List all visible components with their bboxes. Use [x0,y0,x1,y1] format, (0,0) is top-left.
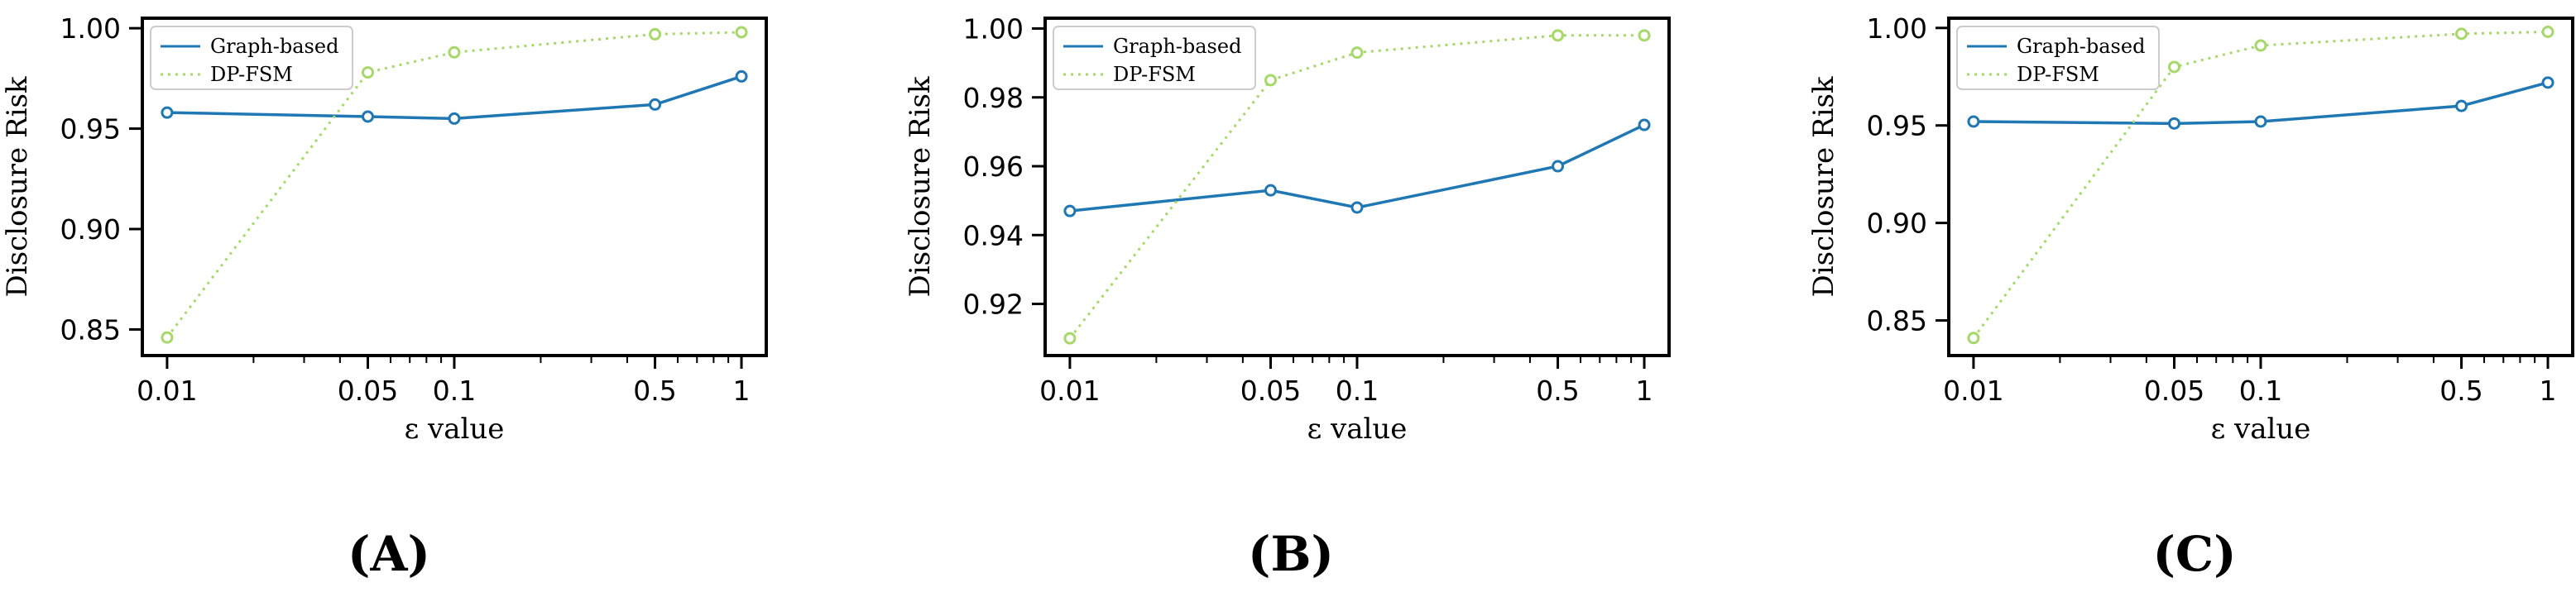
y-axis-title: Disclosure Risk [1807,76,1840,297]
data-point [1063,332,1077,345]
y-tick-label: 0.85 [1867,305,1927,337]
x-tick-label: 0.1 [433,375,476,407]
x-tick-label: 1 [2540,375,2557,407]
legend: Graph-based DP-FSM [150,26,353,90]
x-tick-label: 0.01 [1039,375,1100,407]
data-point [1264,184,1277,197]
data-point [2455,27,2468,41]
data-point [1638,29,1651,42]
chart-panel-3: 0.01 0.05 0.1 0.5 1 0.85 0.90 0.95 1.00 Graph-bas… [1807,12,2574,582]
data-point [448,112,461,125]
panel-label: (A) [348,526,430,582]
y-tick-label: 1.00 [60,12,121,45]
x-axis-title: ε value [405,413,505,446]
chart-panel-2: 0.01 0.05 0.1 0.5 1 0.92 0.94 0.96 0.98 1.00 Graph… [904,12,1671,582]
y-axis-title: Disclosure Risk [1,76,34,297]
data-point [1350,46,1364,60]
chart-panel-1: 0.01 0.05 0.1 0.5 1 0.85 0.90 0.95 1.00 Graph-bas… [1,12,768,582]
data-point [448,45,461,59]
data-point [361,110,374,123]
y-tick-label: 0.95 [60,113,121,146]
x-axis-title: ε value [2211,413,2311,446]
legend-box [1053,26,1256,90]
legend-label: Graph-based [210,35,338,58]
data-point [2254,39,2267,52]
legend-box [150,26,353,90]
data-point [1552,160,1565,173]
x-tick-label: 0.5 [1536,375,1579,407]
legend: Graph-based DP-FSM [1956,26,2160,90]
x-tick-label: 0.05 [338,375,398,407]
data-point [649,98,662,111]
x-axis-title: ε value [1307,413,1408,446]
x-tick-label: 0.1 [2239,375,2282,407]
data-point [2167,60,2180,74]
data-point [1967,115,1980,128]
panel-label: (B) [1248,526,1334,582]
y-tick-label: 0.90 [60,213,121,246]
data-point [649,27,662,41]
data-point [2254,115,2267,128]
x-tick-label: 0.01 [137,375,197,407]
x-tick-label: 0.1 [1336,375,1379,407]
data-point [2541,26,2554,39]
data-point [1638,118,1651,131]
data-point [2541,76,2554,89]
y-axis-title: Disclosure Risk [904,76,937,297]
y-tick-label: 0.85 [60,313,121,346]
x-tick-label: 0.5 [633,375,676,407]
x-tick-label: 0.05 [1240,375,1301,407]
y-tick-label: 1.00 [963,12,1024,45]
legend-label: DP-FSM [1113,63,1196,86]
x-tick-label: 1 [733,375,751,407]
data-point [1350,201,1364,214]
y-tick-label: 0.95 [1867,110,1927,142]
data-point [161,106,174,119]
data-point [735,69,748,83]
plot-frame [1043,17,1671,357]
data-point [1967,332,1980,345]
legend-label: Graph-based [2017,35,2145,58]
legend-label: DP-FSM [2017,63,2099,86]
y-tick-label: 0.98 [963,82,1024,114]
x-tick-label: 0.5 [2439,375,2482,407]
legend-label: Graph-based [1113,35,1241,58]
data-point [161,331,174,344]
x-tick-label: 0.01 [1943,375,2003,407]
y-tick-label: 0.94 [963,219,1024,251]
legend-box [1956,26,2160,90]
y-tick-label: 0.92 [963,289,1024,321]
y-tick-label: 1.00 [1867,12,1927,45]
plot-frame [1947,17,2574,357]
x-tick-label: 1 [1636,375,1653,407]
data-point [1063,204,1077,217]
plot-frame [141,17,768,357]
data-point [1264,74,1277,87]
x-tick-label: 0.05 [2144,375,2204,407]
panel-label: (C) [2152,526,2236,582]
data-point [2167,117,2180,130]
data-point [1552,29,1565,42]
data-point [361,66,374,79]
data-point [735,26,748,39]
data-point [2455,99,2468,112]
legend-label: DP-FSM [210,63,293,86]
y-tick-label: 0.96 [963,150,1024,183]
legend: Graph-based DP-FSM [1053,26,1256,90]
y-tick-label: 0.90 [1867,208,1927,240]
